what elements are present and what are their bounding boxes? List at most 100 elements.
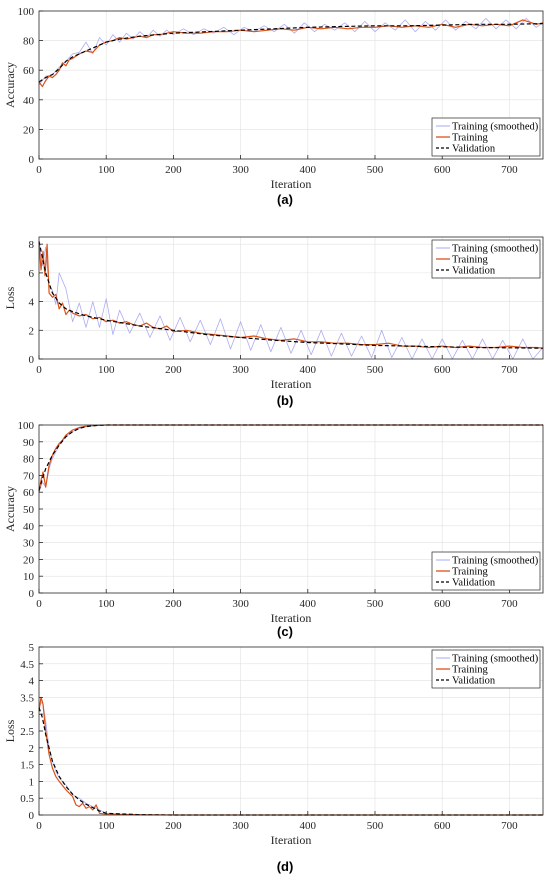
- x-tick-label: 0: [36, 598, 42, 610]
- y-tick-label: 60: [23, 487, 35, 499]
- legend-entry: Training: [452, 665, 489, 676]
- x-tick-label: 400: [300, 820, 317, 832]
- legend-entry: Training (smoothed): [452, 244, 539, 255]
- y-tick-label: 3.5: [20, 692, 34, 704]
- legend-entry: Validation: [452, 676, 496, 687]
- y-tick-label: 0: [29, 810, 35, 822]
- x-axis-label: Iteration: [271, 611, 312, 625]
- x-tick-label: 0: [36, 164, 42, 176]
- y-tick-label: 80: [23, 454, 35, 466]
- x-tick-label: 200: [165, 164, 182, 176]
- y-tick-label: 40: [23, 521, 35, 533]
- legend-entry: Validation: [452, 578, 496, 589]
- x-tick-label: 200: [165, 598, 182, 610]
- chart-panel-2: 0 100 200 300 400 500 600 700 0 2 4 6 8 Iteration Loss…: [3, 236, 544, 408]
- legend-entry: Training (smoothed): [452, 122, 539, 133]
- x-tick-label: 700: [501, 598, 518, 610]
- y-tick-label: 2.5: [20, 726, 34, 738]
- y-tick-label: 5: [29, 642, 35, 654]
- x-tick-label: 500: [367, 164, 384, 176]
- legend-entry: Training: [452, 133, 489, 144]
- x-tick-label: 300: [232, 364, 249, 376]
- series-line-training-smoothed: [38, 17, 544, 86]
- y-tick-label: 1: [29, 776, 35, 788]
- y-tick-label: 4: [29, 676, 35, 688]
- y-tick-label: 8: [29, 239, 35, 251]
- x-axis-label: Iteration: [271, 377, 312, 391]
- y-tick-label: 2: [29, 743, 35, 755]
- x-tick-label: 200: [165, 820, 182, 832]
- y-tick-label: 6: [29, 268, 35, 280]
- y-tick-label: 40: [23, 95, 35, 107]
- x-tick-label: 600: [434, 598, 451, 610]
- y-tick-label: 0.5: [20, 793, 34, 805]
- y-tick-label: 0: [29, 588, 35, 600]
- panel-caption: (c): [277, 624, 293, 639]
- panel-caption: (b): [277, 393, 294, 408]
- series-line-training: [38, 696, 543, 816]
- y-tick-label: 70: [23, 470, 35, 482]
- y-tick-label: 30: [23, 538, 35, 550]
- axes-box: [38, 236, 544, 360]
- series-line-validation: [38, 23, 544, 83]
- x-tick-label: 100: [98, 364, 115, 376]
- y-tick-label: 0: [29, 154, 35, 166]
- y-tick-label: 20: [23, 124, 35, 136]
- y-tick-label: 1.5: [20, 760, 34, 772]
- y-tick-label: 10: [23, 571, 35, 583]
- y-tick-label: 4: [29, 297, 35, 309]
- y-tick-label: 3: [29, 709, 35, 721]
- x-tick-label: 500: [367, 598, 384, 610]
- series-line-training-smoothed: [38, 700, 543, 816]
- y-axis-label: Loss: [3, 286, 17, 309]
- x-tick-label: 600: [434, 164, 451, 176]
- y-tick-label: 0: [29, 354, 35, 366]
- chart-panel-3: 0 100 200 300 400 500 600 700 0 10 20 30 40 50 60 70 80 9…: [3, 420, 544, 639]
- legend-entry: Training (smoothed): [452, 654, 539, 665]
- x-tick-label: 600: [434, 364, 451, 376]
- series-line-validation: [38, 241, 544, 349]
- x-tick-label: 600: [434, 820, 451, 832]
- chart-panel-4: 0 100 200 300 400 500 600 700 0 0.5 1 1.5 2 2.5 3 3.5 4 4…: [3, 642, 544, 874]
- legend-entry: Training: [452, 255, 489, 266]
- legend-entry: Validation: [452, 266, 496, 277]
- panel-caption: (a): [277, 192, 293, 207]
- axes-box: [38, 10, 544, 160]
- chart-panel-1: 0 100 200 300 400 500 600 700 0 20 40 60 80 100 Iterat…: [3, 6, 544, 207]
- x-tick-label: 300: [232, 164, 249, 176]
- series-line-validation: [38, 424, 543, 491]
- y-axis-label: Loss: [3, 719, 17, 742]
- y-tick-label: 50: [23, 504, 35, 516]
- y-tick-label: 60: [23, 65, 35, 77]
- legend-entry: Validation: [452, 144, 496, 155]
- x-tick-label: 100: [98, 820, 115, 832]
- legend-entry: Training (smoothed): [452, 556, 539, 567]
- x-tick-label: 400: [300, 598, 317, 610]
- y-tick-label: 4.5: [20, 659, 34, 671]
- x-tick-label: 100: [98, 598, 115, 610]
- y-tick-label: 100: [18, 420, 35, 432]
- x-tick-label: 400: [300, 364, 317, 376]
- x-tick-label: 300: [232, 598, 249, 610]
- y-axis-label: Accuracy: [3, 486, 17, 532]
- x-tick-label: 700: [501, 364, 518, 376]
- x-tick-label: 0: [36, 820, 42, 832]
- x-axis-label: Iteration: [271, 177, 312, 191]
- x-tick-label: 500: [367, 820, 384, 832]
- x-tick-label: 700: [501, 164, 518, 176]
- series-line-validation: [38, 707, 543, 816]
- y-tick-label: 100: [18, 6, 35, 18]
- series-line-training: [38, 19, 544, 88]
- x-tick-label: 700: [501, 820, 518, 832]
- x-tick-label: 500: [367, 364, 384, 376]
- x-tick-label: 0: [36, 364, 42, 376]
- y-tick-label: 80: [23, 36, 35, 48]
- legend-entry: Training: [452, 567, 489, 578]
- y-axis-label: Accuracy: [3, 62, 17, 108]
- panel-caption: (d): [277, 859, 294, 874]
- x-tick-label: 100: [98, 164, 115, 176]
